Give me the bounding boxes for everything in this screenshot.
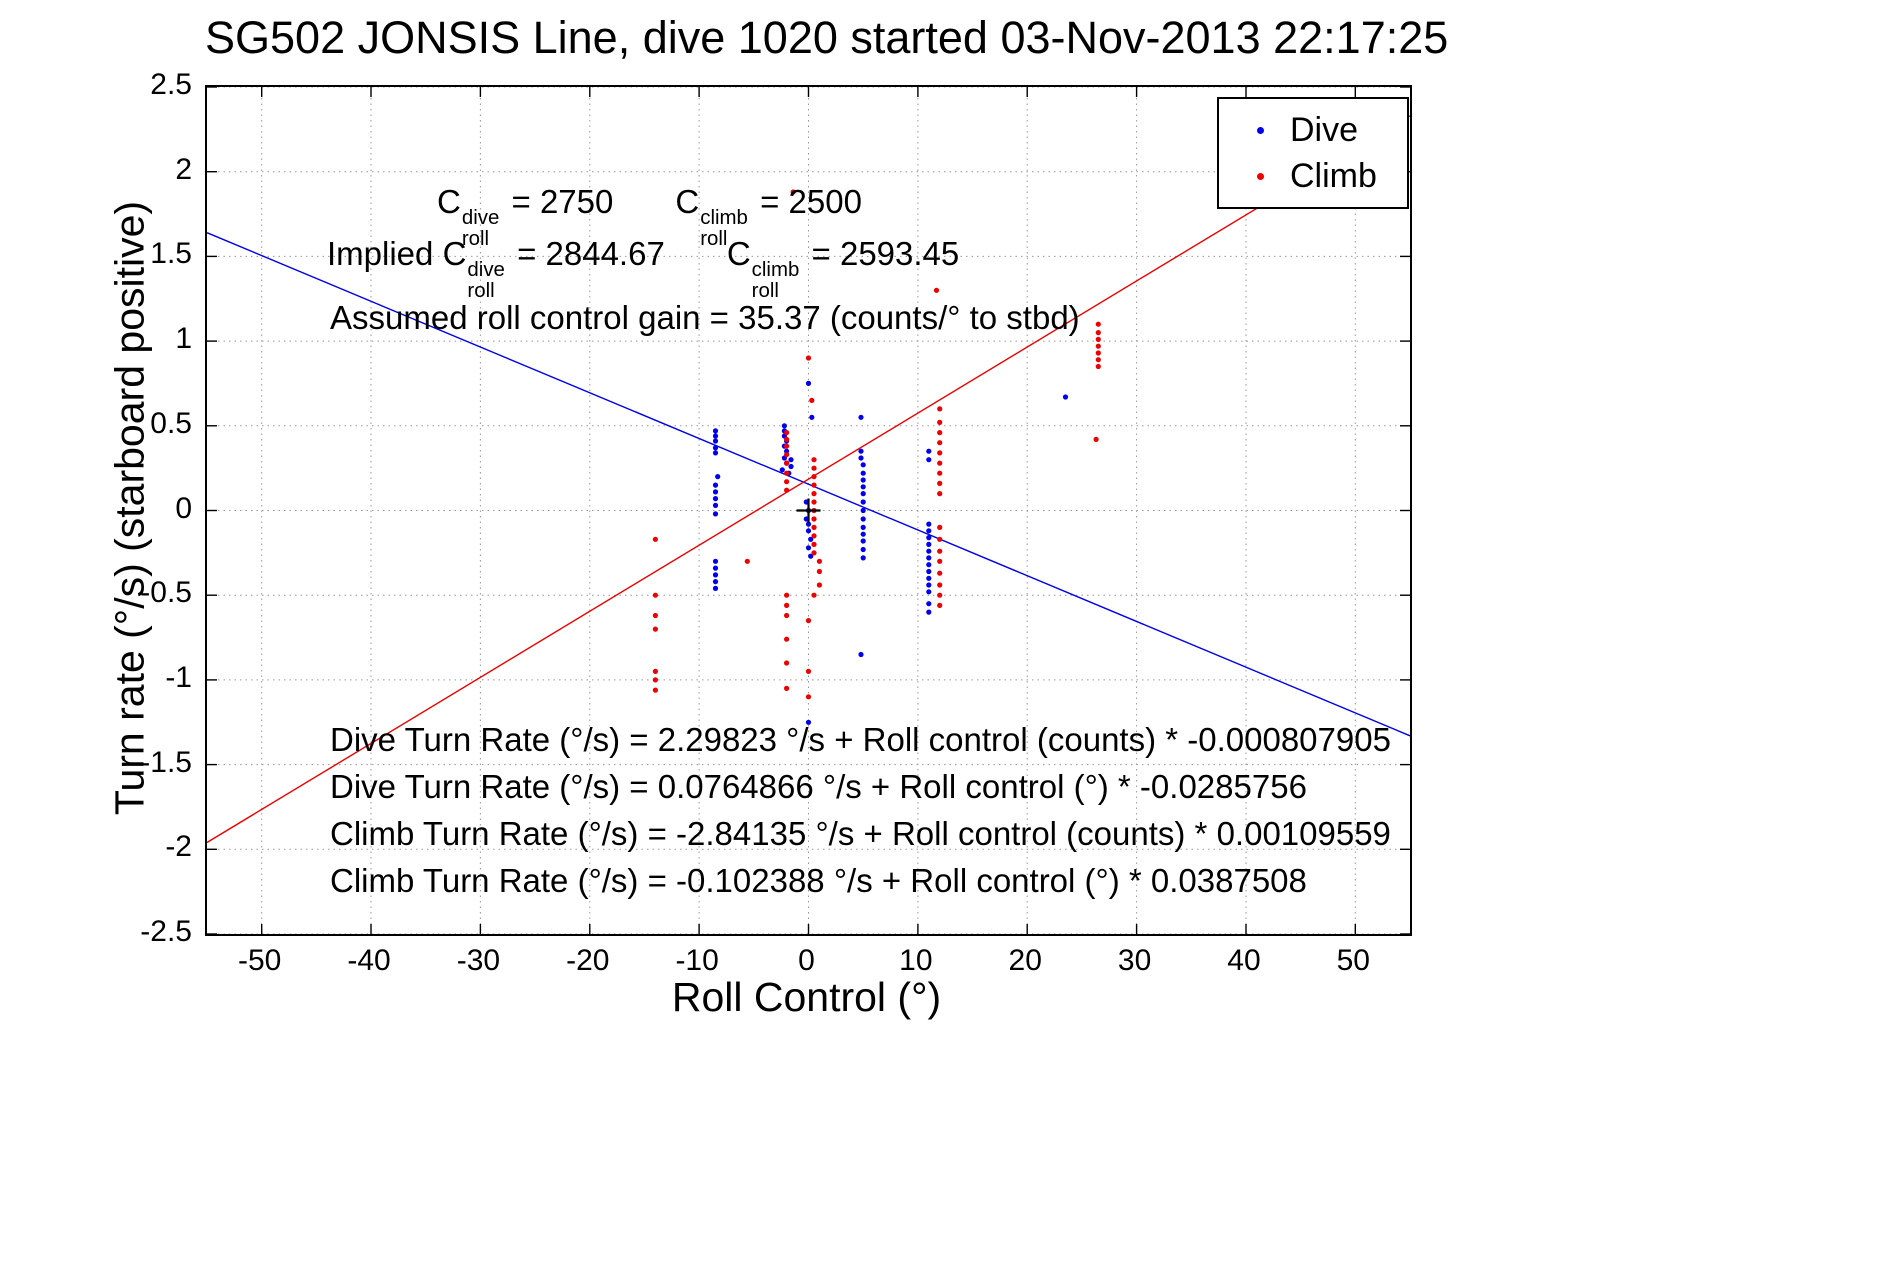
x-tick-label: 40 xyxy=(1227,944,1261,977)
x-tick-label: -30 xyxy=(456,944,501,977)
y-tick-label: 2 xyxy=(175,152,192,186)
c-value: = 2750 xyxy=(502,183,614,220)
y-tick-label: -2.5 xyxy=(140,915,192,948)
climb-equation-degrees: Climb Turn Rate (°/s) = -0.102388 °/s + … xyxy=(330,861,1307,899)
x-tick-label: -20 xyxy=(566,944,610,977)
x-tick-label: -10 xyxy=(675,944,719,977)
c-base: C xyxy=(442,235,467,272)
x-tick-label: 50 xyxy=(1336,944,1370,977)
dive-marker-icon xyxy=(1257,126,1264,134)
x-tick-label: 10 xyxy=(899,944,933,977)
c-sub: roll xyxy=(461,226,490,250)
c-base: C xyxy=(437,183,461,220)
c-value: = 2844.67 xyxy=(507,235,665,272)
c-subsup: dive roll xyxy=(461,206,500,250)
c-sup: dive xyxy=(461,206,500,230)
c-subsup: climb roll xyxy=(700,206,748,250)
c-value: = 2500 xyxy=(750,183,862,220)
y-axis-label: Turn rate (°/s) (starboard positive) xyxy=(106,200,153,816)
climb-fit-line xyxy=(207,115,1410,844)
x-tick-label: 0 xyxy=(798,944,815,977)
x-tick-label: -40 xyxy=(347,944,391,977)
c-sup: climb xyxy=(700,206,748,230)
c-value: = 2593.45 xyxy=(802,235,960,272)
plot-canvas xyxy=(207,87,1410,934)
climb-equation-counts: Climb Turn Rate (°/s) = -2.84135 °/s + R… xyxy=(330,814,1391,852)
legend-item-climb: Climb xyxy=(1219,153,1407,199)
y-tick-label: -2 xyxy=(165,830,192,864)
x-axis-label: Roll Control (°) xyxy=(671,974,942,1020)
x-tick-label: -50 xyxy=(237,944,282,977)
c-sub: roll xyxy=(751,278,779,302)
dive-equation-degrees: Dive Turn Rate (°/s) = 0.0764866 °/s + R… xyxy=(330,767,1307,805)
x-tick-label: 30 xyxy=(1117,944,1152,977)
climb-marker-icon xyxy=(1257,172,1264,180)
chart-title: SG502 JONSIS Line, dive 1020 started 03-… xyxy=(205,12,1449,63)
dive-fit-line xyxy=(207,232,1410,737)
legend: Dive Climb xyxy=(1217,97,1409,209)
c-base: C xyxy=(675,183,700,220)
implied-lead-text: Implied xyxy=(327,235,443,272)
c-sub: roll xyxy=(467,278,495,302)
annotation-fit-equations: Dive Turn Rate (°/s) = 2.29823 °/s + Rol… xyxy=(330,717,1391,904)
legend-label-climb: Climb xyxy=(1290,156,1377,195)
legend-item-dive: Dive xyxy=(1219,107,1407,153)
c-subsup: climb roll xyxy=(751,258,800,302)
annotation-roll-gain: Assumed roll control gain = 35.37 (count… xyxy=(330,299,1080,336)
c-base: C xyxy=(726,235,751,272)
y-tick-label: 2.5 xyxy=(150,68,192,101)
legend-label-dive: Dive xyxy=(1290,110,1359,149)
dive-equation-counts: Dive Turn Rate (°/s) = 2.29823 °/s + Rol… xyxy=(330,721,1391,758)
c-sup: climb xyxy=(751,258,800,282)
x-tick-label: 20 xyxy=(1008,944,1042,977)
c-sup: dive xyxy=(467,258,505,282)
c-sub: roll xyxy=(700,226,728,250)
c-subsup: dive roll xyxy=(467,258,505,302)
